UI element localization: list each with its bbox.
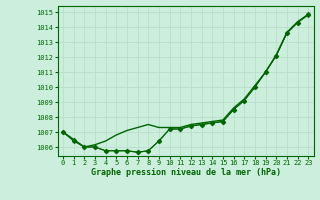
X-axis label: Graphe pression niveau de la mer (hPa): Graphe pression niveau de la mer (hPa): [91, 168, 281, 177]
